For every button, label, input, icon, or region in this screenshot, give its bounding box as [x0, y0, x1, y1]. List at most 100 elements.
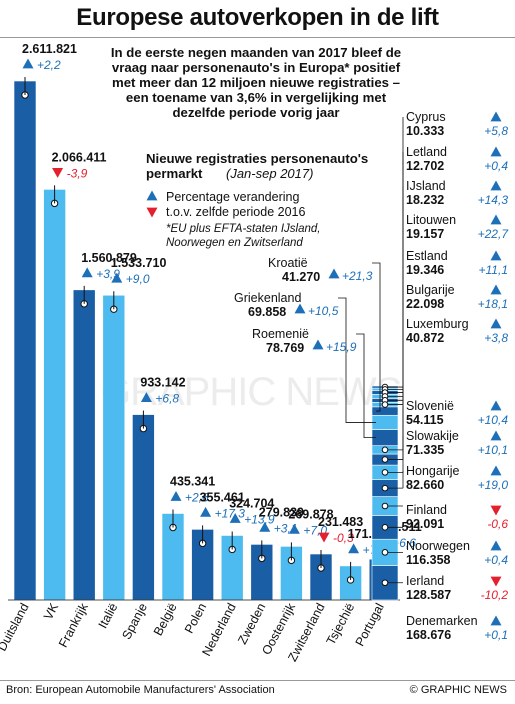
stack-country-label: Bulgarije	[406, 283, 455, 297]
stack-value-label: 41.270	[282, 270, 320, 284]
bar-value-label: 1.560.879	[81, 251, 137, 265]
up-arrow-icon	[229, 512, 241, 523]
category-label: VK	[41, 600, 62, 622]
bar	[72, 289, 96, 601]
up-arrow-icon	[259, 521, 271, 532]
stack-change-label: +3,8	[484, 331, 508, 345]
stack-country-label: Roemenië	[252, 327, 309, 341]
stack-connector	[356, 333, 376, 439]
up-arrow-icon	[490, 214, 502, 225]
category-label: Polen	[182, 601, 209, 636]
stack-change-label: -10,2	[481, 588, 509, 602]
up-arrow-icon	[294, 303, 306, 314]
bar-change-label: +2,6	[185, 490, 209, 504]
bar-value-label: 435.341	[170, 474, 215, 488]
stack-country-label: Slovenië	[406, 399, 454, 413]
stack-change-label: +10,4	[478, 413, 509, 427]
bar-change-label: -0,3	[333, 531, 354, 545]
intro-text: In de eerste negen maanden van 2017 blee…	[110, 45, 402, 120]
stack-change-label: +18,1	[478, 297, 508, 311]
stack-value-label: 168.676	[406, 628, 451, 642]
stack-connector	[338, 297, 376, 423]
bar-change-label: +13,9	[244, 512, 275, 526]
stack-country-label: Slowakije	[406, 429, 459, 443]
bar-value-label: 279.839	[259, 505, 304, 519]
stack-value-label: 116.358	[406, 553, 451, 567]
stack-change-label: -0,6	[487, 517, 508, 531]
stack-value-label: 19.346	[406, 263, 444, 277]
bar-change-label: +17,3	[215, 506, 246, 520]
legend-period: (Jan-sep 2017)	[226, 166, 314, 181]
stack-country-label: Ierland	[406, 574, 444, 588]
stack-change-label: +14,3	[478, 193, 509, 207]
bar-value-label: 1.533.710	[111, 256, 167, 270]
up-arrow-icon	[490, 284, 502, 295]
bar-change-label: +6,8	[155, 392, 179, 406]
stack-change-label: +0,1	[484, 628, 508, 642]
legend-change-line2: t.o.v. zelfde periode 2016	[166, 205, 305, 219]
category-label: Tsjechië	[324, 601, 358, 647]
down-arrow-icon	[146, 207, 158, 218]
stack-connector	[372, 262, 381, 412]
category-label: Spanje	[119, 601, 150, 642]
stack-country-label: Finland	[406, 503, 447, 517]
up-arrow-icon	[146, 190, 158, 201]
up-arrow-icon	[490, 430, 502, 441]
bar-value-label: 933.142	[140, 376, 185, 390]
down-arrow-icon	[490, 576, 502, 587]
stack-value-label: 54.115	[406, 413, 444, 427]
bar	[132, 414, 155, 601]
bar-change-label: -3,9	[67, 166, 88, 180]
up-arrow-icon	[288, 523, 300, 534]
stack-country-label: IJsland	[406, 179, 446, 193]
up-arrow-icon	[490, 540, 502, 551]
stack-value-label: 69.858	[248, 305, 286, 319]
bar-change-label: +2,2	[37, 58, 61, 72]
stack-change-label: +11,1	[479, 263, 508, 277]
up-arrow-icon	[490, 615, 502, 626]
category-label: Italië	[96, 601, 121, 631]
stack-value-label: 78.769	[266, 341, 304, 355]
stack-change-label: +5,8	[484, 124, 508, 138]
stack-change-label: +21,3	[342, 269, 373, 283]
stack-pin	[381, 549, 389, 556]
stack-value-label: 71.335	[406, 443, 444, 457]
stack-change-label: +0,4	[484, 553, 508, 567]
down-arrow-icon	[52, 167, 64, 178]
bar	[13, 80, 37, 601]
page-title: Europese autoverkopen in de lift	[76, 4, 439, 31]
up-arrow-icon	[170, 490, 182, 501]
category-label: België	[151, 601, 180, 638]
stack-country-label: Estland	[406, 249, 448, 263]
stack-pin	[381, 484, 389, 492]
stack-value-label: 18.232	[406, 193, 444, 207]
up-arrow-icon	[312, 339, 324, 350]
stack-segment	[371, 406, 399, 416]
up-arrow-icon	[111, 272, 123, 283]
bar-value-label: 324.704	[229, 496, 274, 510]
bar-change-label: +9,0	[126, 272, 150, 286]
category-label: Zweden	[235, 601, 268, 647]
up-arrow-icon	[328, 268, 340, 279]
stack-value-label: 82.660	[406, 478, 444, 492]
up-arrow-icon	[490, 318, 502, 329]
footnote-line2: Noorwegen en Zwitserland	[166, 237, 303, 249]
legend-change-line1: Percentage verandering	[166, 190, 299, 204]
bar-value-label: 355.461	[200, 490, 245, 504]
up-arrow-icon	[81, 267, 93, 278]
stack-change-label: +10,5	[308, 304, 339, 318]
footnote-line1: *EU plus EFTA-staten IJsland,	[166, 223, 320, 235]
stack-country-label: Cyprus	[406, 110, 446, 124]
bar	[102, 294, 126, 601]
up-arrow-icon	[140, 392, 152, 402]
category-label: Duitsland	[0, 601, 32, 654]
stack-change-label: +19,0	[478, 478, 509, 492]
stack-pin	[381, 502, 389, 510]
bar-value-label: 269.878	[288, 507, 333, 521]
up-arrow-icon	[490, 111, 502, 122]
stack-pin	[381, 446, 389, 454]
bar-value-label: 2.611.821	[22, 42, 77, 56]
stack-change-label: +10,1	[478, 443, 508, 457]
stack-value-label: 19.157	[406, 227, 444, 241]
bar-value-label: 231.483	[318, 515, 363, 529]
